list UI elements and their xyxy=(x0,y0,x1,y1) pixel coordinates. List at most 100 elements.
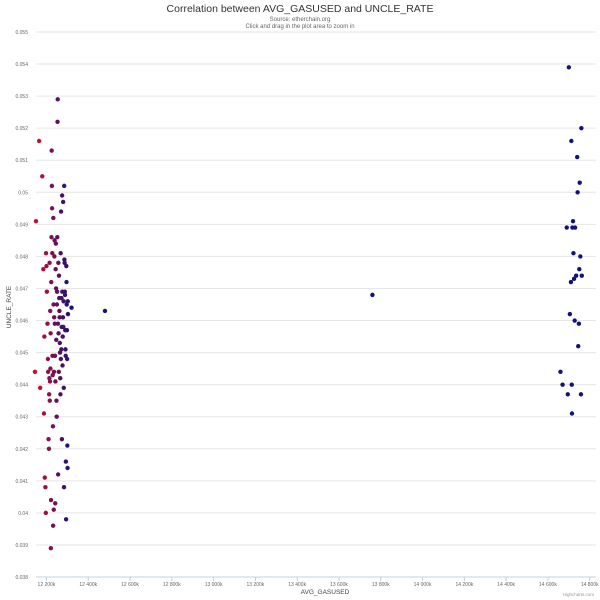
data-point[interactable] xyxy=(53,379,58,384)
data-point[interactable] xyxy=(49,148,54,153)
data-point[interactable] xyxy=(55,119,60,124)
data-point[interactable] xyxy=(102,308,108,314)
data-point[interactable] xyxy=(64,327,70,333)
data-point[interactable] xyxy=(58,251,63,256)
data-point[interactable] xyxy=(65,299,70,304)
data-point[interactable] xyxy=(62,292,68,298)
data-point[interactable] xyxy=(32,369,38,375)
data-point[interactable] xyxy=(36,138,42,144)
data-point[interactable] xyxy=(69,305,74,310)
data-point[interactable] xyxy=(54,414,59,419)
data-point[interactable] xyxy=(56,273,62,278)
data-point[interactable] xyxy=(59,436,65,442)
data-point[interactable] xyxy=(576,343,581,349)
data-point[interactable] xyxy=(63,459,69,464)
data-point[interactable] xyxy=(51,507,56,512)
data-point[interactable] xyxy=(46,392,52,397)
data-point[interactable] xyxy=(52,353,58,358)
data-point[interactable] xyxy=(53,241,59,246)
data-point[interactable] xyxy=(59,295,64,301)
data-point[interactable] xyxy=(60,199,66,205)
data-point[interactable] xyxy=(59,193,65,198)
data-point[interactable] xyxy=(52,254,57,259)
data-point[interactable] xyxy=(48,497,54,503)
data-point[interactable] xyxy=(44,263,49,269)
data-point[interactable] xyxy=(65,465,70,471)
data-point[interactable] xyxy=(41,411,47,416)
data-point[interactable] xyxy=(55,472,61,477)
data-point[interactable] xyxy=(63,347,68,352)
data-point[interactable] xyxy=(56,369,61,375)
data-point[interactable] xyxy=(568,279,574,285)
data-point[interactable] xyxy=(51,315,57,320)
data-point[interactable] xyxy=(43,251,49,256)
data-point[interactable] xyxy=(54,302,60,307)
data-point[interactable] xyxy=(572,318,577,323)
data-point[interactable] xyxy=(47,260,52,266)
data-point[interactable] xyxy=(577,180,582,185)
data-point[interactable] xyxy=(569,382,574,387)
data-point[interactable] xyxy=(64,356,70,362)
data-point[interactable] xyxy=(43,485,48,490)
data-point[interactable] xyxy=(558,369,563,375)
data-point[interactable] xyxy=(56,331,61,336)
data-point[interactable] xyxy=(579,273,584,278)
data-point[interactable] xyxy=(59,347,64,352)
data-point[interactable] xyxy=(56,260,61,266)
data-point[interactable] xyxy=(57,308,62,314)
data-point[interactable] xyxy=(567,311,573,317)
data-point[interactable] xyxy=(48,331,53,336)
data-point[interactable] xyxy=(52,321,58,326)
data-point[interactable] xyxy=(64,263,69,269)
data-point[interactable] xyxy=(578,392,584,397)
data-point[interactable] xyxy=(576,321,582,326)
data-point[interactable] xyxy=(54,337,59,342)
data-point[interactable] xyxy=(572,225,578,230)
data-point[interactable] xyxy=(46,446,52,451)
data-point[interactable] xyxy=(50,424,56,429)
data-point[interactable] xyxy=(55,234,60,240)
data-point[interactable] xyxy=(62,289,68,294)
data-point[interactable] xyxy=(51,302,56,307)
data-point[interactable] xyxy=(569,411,575,416)
data-point[interactable] xyxy=(42,334,47,339)
data-point[interactable] xyxy=(65,443,70,448)
data-point[interactable] xyxy=(570,218,576,224)
data-point[interactable] xyxy=(40,174,45,179)
data-point[interactable] xyxy=(54,398,59,403)
data-point[interactable] xyxy=(560,382,565,387)
data-point[interactable] xyxy=(60,334,65,339)
data-point[interactable] xyxy=(55,97,60,102)
data-point[interactable] xyxy=(57,315,62,320)
data-point[interactable] xyxy=(578,254,583,259)
data-point[interactable] xyxy=(61,385,66,391)
data-point[interactable] xyxy=(54,289,60,294)
data-point[interactable] xyxy=(577,267,582,272)
data-point[interactable] xyxy=(64,279,69,285)
data-point[interactable] xyxy=(58,376,63,381)
data-point[interactable] xyxy=(58,209,64,214)
data-point[interactable] xyxy=(50,251,55,256)
data-point[interactable] xyxy=(55,321,61,326)
data-point[interactable] xyxy=(51,369,57,375)
data-point[interactable] xyxy=(45,321,50,326)
data-point[interactable] xyxy=(45,356,51,362)
data-point[interactable] xyxy=(571,251,576,256)
data-point[interactable] xyxy=(50,523,56,528)
data-point[interactable] xyxy=(48,308,53,314)
credits-link[interactable]: Highcharts.com xyxy=(562,592,594,597)
data-point[interactable] xyxy=(49,234,54,240)
data-point[interactable] xyxy=(42,475,47,480)
data-point[interactable] xyxy=(47,379,53,384)
data-point[interactable] xyxy=(575,190,580,195)
data-point[interactable] xyxy=(574,154,580,160)
data-point[interactable] xyxy=(51,215,56,221)
data-point[interactable] xyxy=(62,257,67,262)
data-point[interactable] xyxy=(63,517,69,522)
data-point[interactable] xyxy=(60,315,66,320)
data-point[interactable] xyxy=(58,392,63,397)
data-point[interactable] xyxy=(565,392,570,397)
data-point[interactable] xyxy=(48,545,54,551)
data-point[interactable] xyxy=(33,218,39,224)
